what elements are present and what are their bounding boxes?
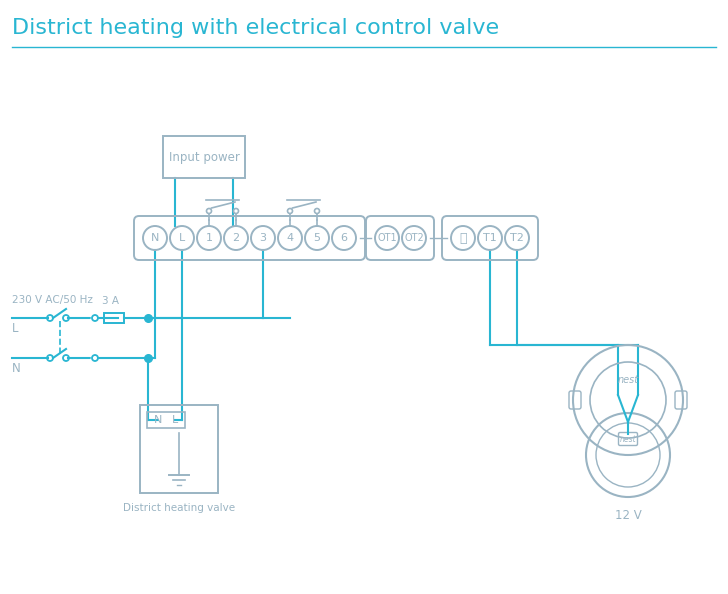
Text: nest: nest bbox=[620, 435, 636, 444]
Text: District heating with electrical control valve: District heating with electrical control… bbox=[12, 18, 499, 38]
Bar bbox=[140, 405, 218, 493]
Bar bbox=[147, 412, 185, 428]
Text: 1: 1 bbox=[205, 233, 213, 243]
Text: 3 A: 3 A bbox=[102, 296, 119, 306]
Text: T1: T1 bbox=[483, 233, 497, 243]
Text: nest: nest bbox=[617, 375, 638, 385]
Text: N: N bbox=[151, 233, 159, 243]
Text: T2: T2 bbox=[510, 233, 524, 243]
Text: 12 V: 12 V bbox=[614, 509, 641, 522]
Text: ⏚: ⏚ bbox=[459, 232, 467, 245]
Text: L: L bbox=[172, 415, 178, 425]
Text: 230 V AC/50 Hz: 230 V AC/50 Hz bbox=[12, 295, 93, 305]
Text: N: N bbox=[12, 362, 21, 375]
Text: 4: 4 bbox=[286, 233, 293, 243]
Text: 5: 5 bbox=[314, 233, 320, 243]
Text: N: N bbox=[154, 415, 162, 425]
Text: District heating valve: District heating valve bbox=[123, 503, 235, 513]
Text: 2: 2 bbox=[232, 233, 240, 243]
Text: OT2: OT2 bbox=[404, 233, 424, 243]
Text: Input power: Input power bbox=[169, 150, 240, 163]
Text: 6: 6 bbox=[341, 233, 347, 243]
Text: 3: 3 bbox=[259, 233, 266, 243]
Text: L: L bbox=[179, 233, 185, 243]
Bar bbox=[163, 136, 245, 178]
Bar bbox=[104, 313, 124, 323]
Text: L: L bbox=[12, 322, 18, 335]
Text: OT1: OT1 bbox=[377, 233, 397, 243]
